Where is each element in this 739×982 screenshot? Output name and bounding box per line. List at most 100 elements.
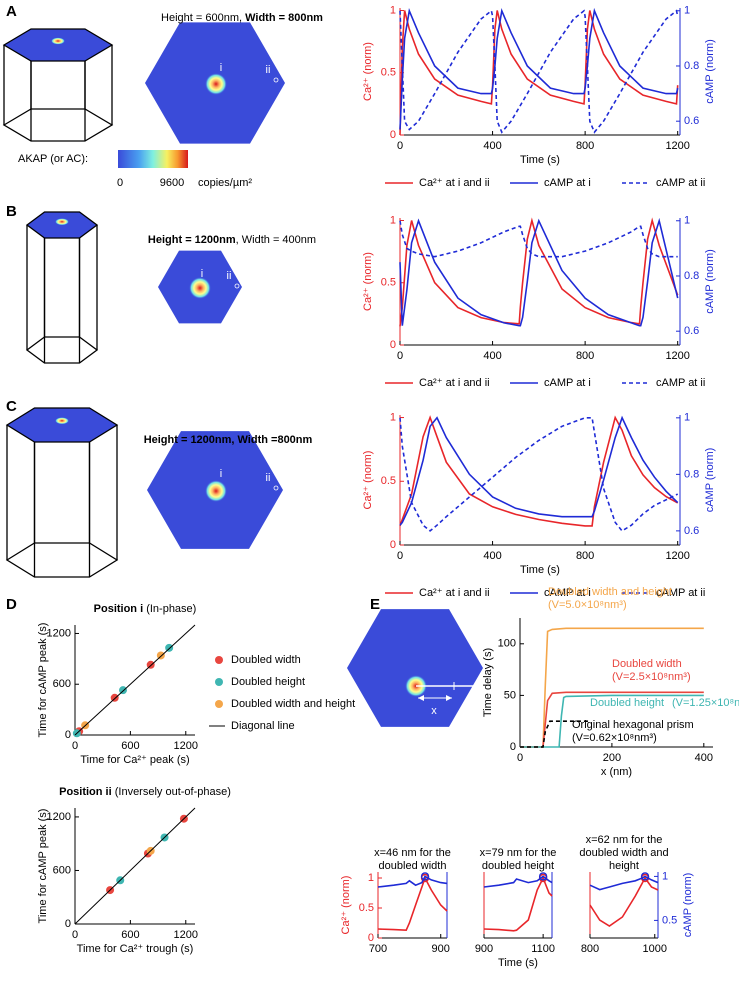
prism-spot — [55, 417, 69, 425]
y-tick-label: 1200 — [47, 811, 71, 823]
x-tick-label: 900 — [432, 943, 450, 955]
legend-label: cAMP at ii — [656, 587, 705, 599]
legend-label: Doubled width and height — [231, 698, 355, 710]
y-tick-label: 0 — [368, 932, 374, 944]
heading-part: Width = 800nm — [245, 12, 323, 24]
y2-tick-label: 0.6 — [684, 525, 699, 537]
y-axis-label: Time for cAMP peak (s) — [37, 623, 49, 738]
data-line — [589, 876, 659, 927]
legend-label: cAMP at i — [544, 587, 591, 599]
y-tick-label: 600 — [53, 678, 71, 690]
y-tick-label: 0 — [390, 539, 396, 551]
point-marker — [273, 485, 279, 491]
y-axis-label: Time delay (s) — [482, 648, 494, 717]
point-label: ii — [266, 64, 271, 76]
chart-title: Position ii (Inversely out-of-phase) — [59, 786, 231, 798]
y-axis-label: Ca²⁺ (norm) — [362, 451, 374, 510]
prism-bottom — [25, 336, 99, 364]
chart-title: doubled width and — [579, 847, 668, 859]
y-tick-label: 1 — [368, 872, 374, 884]
title-part: (In-phase) — [143, 603, 196, 615]
chart-title: x=79 nm for the — [480, 847, 557, 859]
y-tick-label: 0 — [65, 729, 71, 741]
annotation: Doubled width — [612, 658, 682, 670]
x-tick-label: 0 — [72, 929, 78, 941]
panel-label: C — [6, 398, 17, 415]
point-label: i — [220, 468, 222, 480]
y2-axis-label: cAMP (norm) — [682, 873, 694, 938]
annotation: (V=1.25×10⁸nm³) — [672, 697, 739, 709]
y-tick-label: 1200 — [47, 627, 71, 639]
scatter-point — [156, 651, 165, 660]
x-tick-label: 900 — [475, 943, 493, 955]
data-line — [483, 875, 553, 888]
y-tick-label: 1 — [390, 411, 396, 423]
y-tick-label: 0.5 — [381, 67, 396, 79]
y-tick-label: 0 — [510, 741, 516, 753]
annotation: Doubled width and height — [548, 586, 672, 598]
legend-label: Diagonal line — [231, 720, 295, 732]
chart-title: doubled width — [379, 860, 447, 872]
peak-marker — [640, 872, 650, 881]
y-tick-label: 1 — [390, 214, 396, 226]
arrowhead — [446, 695, 452, 701]
data-line — [589, 875, 659, 891]
chart-title: x=46 nm for the — [374, 847, 451, 859]
panel-label: E — [370, 596, 380, 613]
title-part: Position i — [94, 603, 144, 615]
x-tick-label: 0 — [397, 140, 403, 152]
legend-swatch — [215, 700, 223, 708]
x-tick-label: 0 — [72, 740, 78, 752]
x-axis-label: Time for Ca²⁺ peak (s) — [80, 754, 189, 766]
y-axis-label: Ca²⁺ (norm) — [340, 876, 352, 935]
prism-bottom — [2, 108, 114, 142]
hexagon-map — [347, 609, 483, 727]
x-tick-label: 800 — [576, 350, 594, 362]
chart-title: x=62 nm for the — [586, 834, 663, 846]
data-line — [483, 876, 553, 932]
x-tick-label: 800 — [581, 943, 599, 955]
y-tick-label: 50 — [504, 689, 516, 701]
x-tick-label: 800 — [576, 550, 594, 562]
x-tick-label: 0 — [397, 550, 403, 562]
x-tick-label: 600 — [121, 929, 139, 941]
data-line — [399, 415, 679, 527]
heading: Height = 600nm, Width = 800nm — [161, 12, 323, 24]
x-tick-label: 1200 — [174, 929, 198, 941]
x-tick-label: 600 — [121, 740, 139, 752]
x-axis-label: Time (s) — [520, 564, 560, 576]
legend-swatch — [215, 678, 223, 686]
point-marker — [273, 77, 279, 83]
legend-label: Ca²⁺ at i and ii — [419, 177, 490, 189]
data-line — [377, 875, 448, 888]
data-line — [399, 217, 679, 327]
legend-swatch — [215, 656, 223, 664]
y2-tick-label: 0.6 — [684, 115, 699, 127]
y-axis-label: Time for cAMP peak (s) — [37, 809, 49, 924]
y2-tick-label: 1 — [662, 870, 668, 882]
y2-tick-label: 1 — [684, 5, 690, 17]
data-line — [399, 417, 679, 532]
heading: Height = 1200nm, Width =800nm — [144, 434, 313, 446]
y-tick-label: 100 — [498, 638, 516, 650]
x-tick-label: 700 — [369, 943, 387, 955]
x-tick-label: 1100 — [531, 943, 555, 955]
point-label: i — [201, 268, 203, 280]
colorbar-unit: copies/µm² — [198, 177, 252, 189]
data-line — [399, 7, 679, 130]
x-tick-label: 1200 — [174, 740, 198, 752]
panel-label: B — [6, 203, 17, 220]
y-tick-label: 1 — [390, 4, 396, 16]
chart-title: height — [609, 860, 639, 872]
scatter-point — [165, 643, 174, 652]
peak-marker — [420, 872, 430, 881]
annotation: (V=0.62×10⁸nm³) — [572, 732, 657, 744]
distance-label: x — [431, 705, 437, 717]
x-tick-label: 200 — [603, 752, 621, 764]
panel-label: A — [6, 3, 17, 20]
point-label: i — [220, 62, 222, 74]
colorbar-title: AKAP (or AC): — [18, 153, 88, 165]
point-label: ii — [266, 472, 271, 484]
